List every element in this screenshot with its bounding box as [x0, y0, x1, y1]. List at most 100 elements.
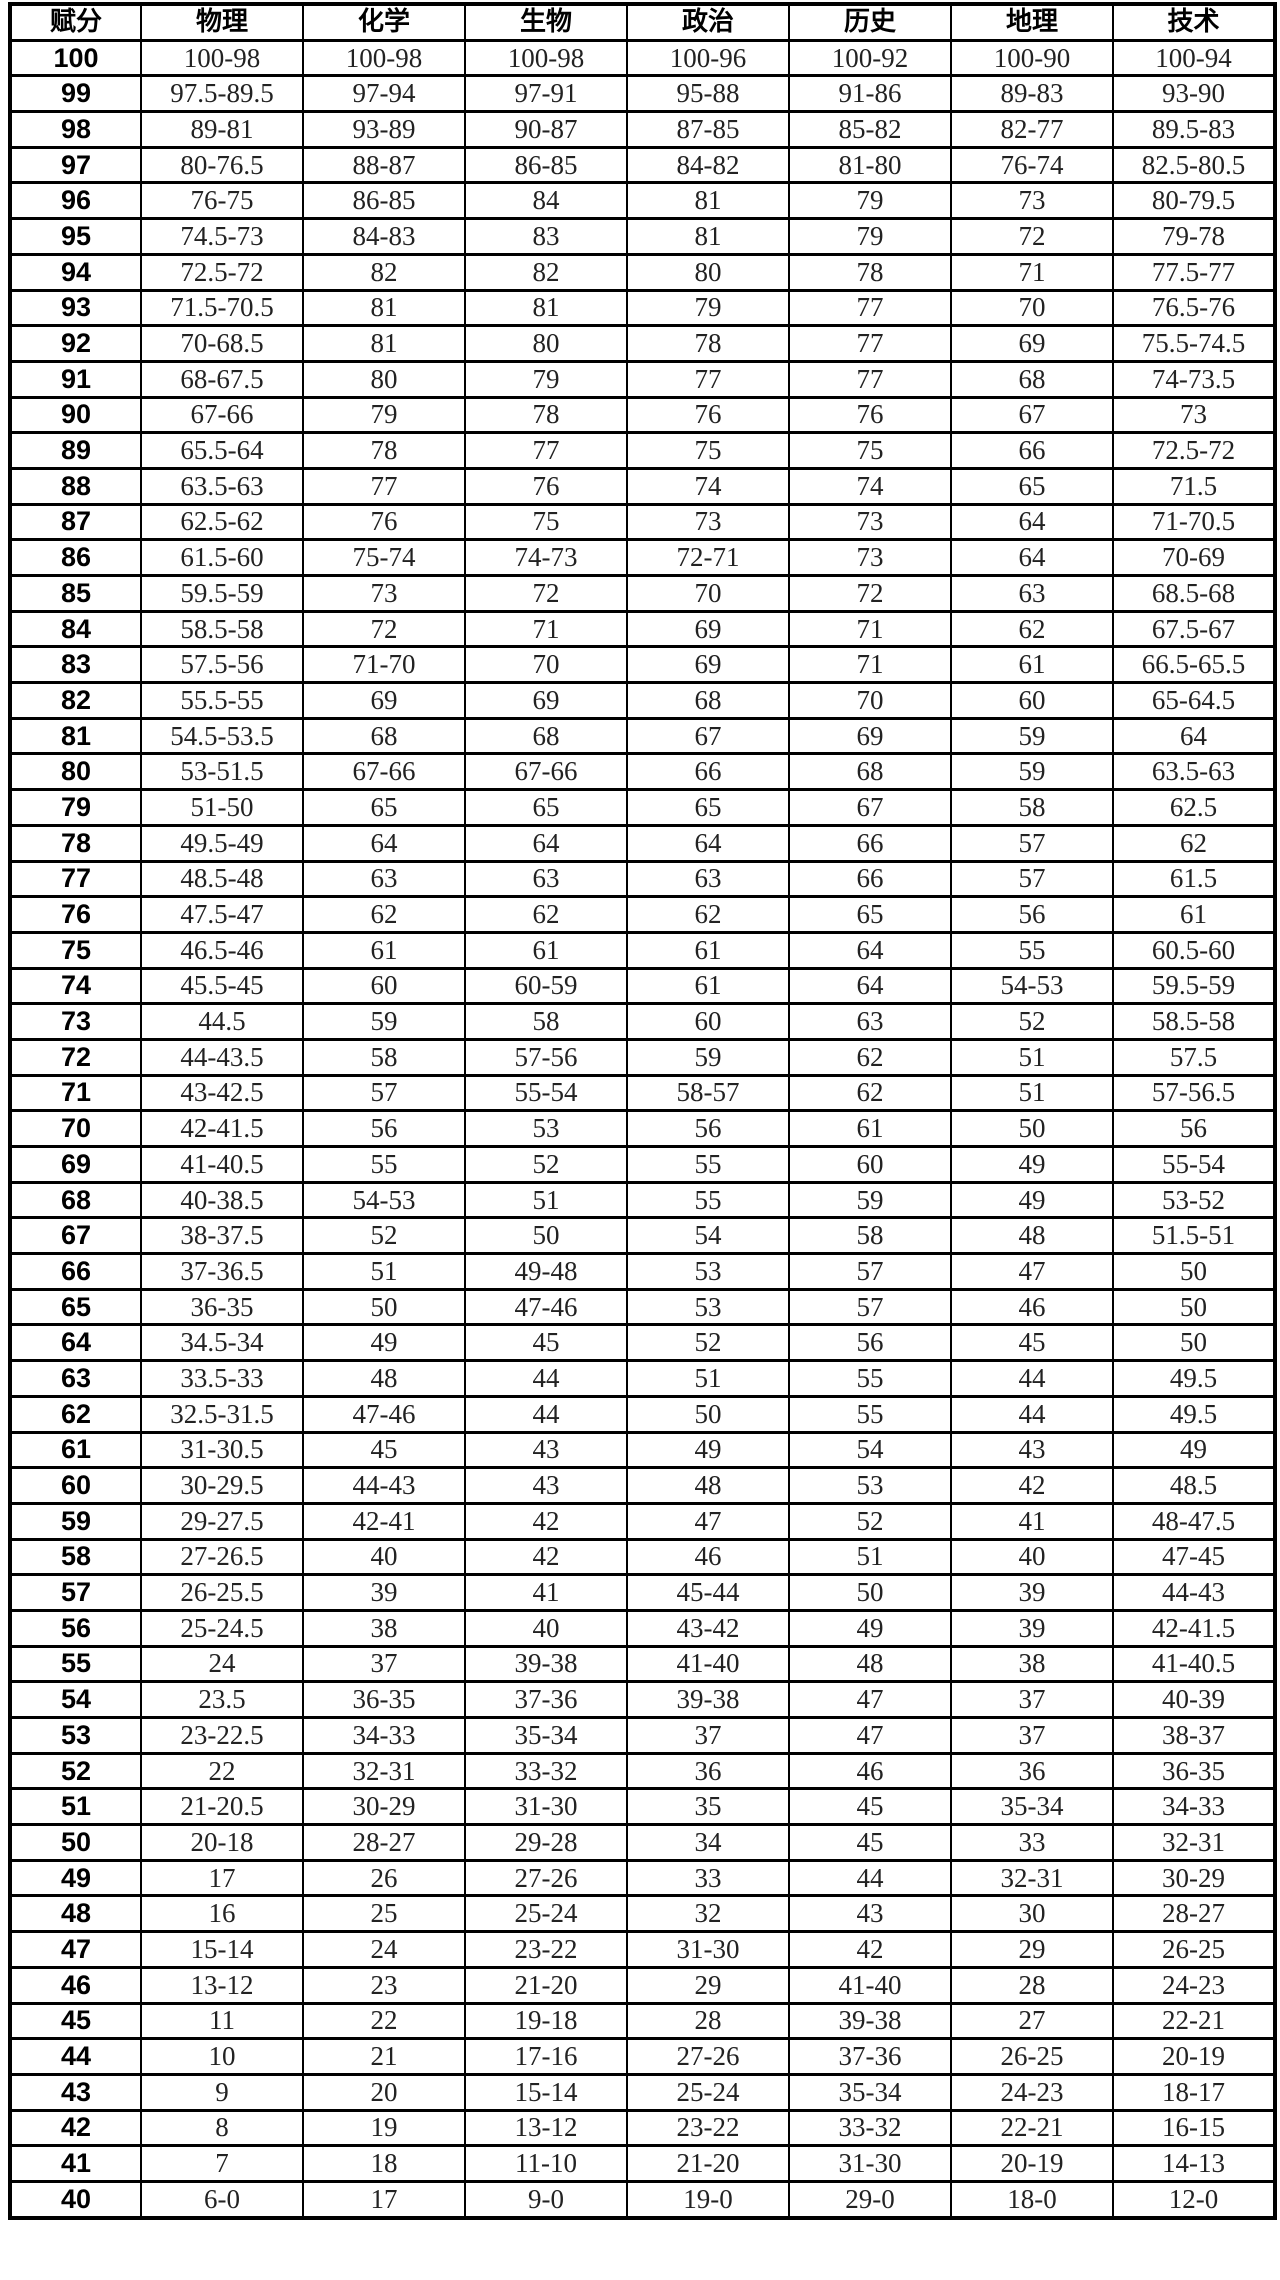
raw-score-range-cell: 50	[464, 1216, 628, 1256]
assigned-score-cell: 95	[9, 217, 142, 256]
raw-score-range-cell: 20-19	[1112, 2037, 1276, 2076]
raw-score-range-cell: 49-48	[464, 1252, 628, 1291]
raw-score-range-cell: 63	[626, 860, 790, 899]
raw-score-range-cell: 47-46	[464, 1288, 628, 1327]
raw-score-range-cell: 52	[302, 1216, 466, 1256]
raw-score-range-cell: 68	[464, 717, 628, 756]
raw-score-range-cell: 36-35	[1112, 1752, 1276, 1791]
raw-score-range-cell: 52	[788, 1502, 952, 1541]
raw-score-range-cell: 64	[464, 824, 628, 863]
raw-score-range-cell: 36	[950, 1752, 1114, 1791]
raw-score-range-cell: 57	[788, 1252, 952, 1291]
raw-score-range-cell: 37	[302, 1645, 466, 1684]
raw-score-range-cell: 79	[302, 396, 466, 435]
raw-score-range-cell: 86-85	[302, 181, 466, 221]
raw-score-range-cell: 59	[950, 752, 1114, 792]
table-row: 60 30-29.5 44-43 43 48 53 42 48.5	[9, 1466, 1276, 1505]
raw-score-range-cell: 51	[788, 1538, 952, 1577]
raw-score-range-cell: 76.5-76	[1112, 289, 1276, 328]
table-row: 62 32.5-31.5 47-46 44 50 55 44 49.5	[9, 1395, 1276, 1434]
raw-score-range-cell: 20-19	[950, 2144, 1114, 2183]
assigned-score-cell: 99	[9, 74, 142, 114]
raw-score-range-cell: 57	[788, 1288, 952, 1327]
assigned-score-cell: 47	[9, 1930, 142, 1969]
raw-score-range-cell: 74-73	[464, 538, 628, 577]
raw-score-range-cell: 67	[950, 396, 1114, 435]
raw-score-range-cell: 48.5-48	[140, 860, 304, 899]
assigned-score-cell: 93	[9, 289, 142, 328]
column-header-subject: 历史	[788, 2, 952, 42]
raw-score-range-cell: 45	[464, 1323, 628, 1363]
raw-score-range-cell: 71	[464, 610, 628, 649]
raw-score-range-cell: 58.5-58	[1112, 1002, 1276, 1041]
raw-score-range-cell: 59.5-59	[140, 574, 304, 613]
table-row: 79 51-50 65 65 65 67 58 62.5	[9, 788, 1276, 827]
raw-score-range-cell: 6-0	[140, 2180, 304, 2220]
assigned-score-cell: 61	[9, 1431, 142, 1470]
assigned-score-cell: 70	[9, 1109, 142, 1148]
raw-score-range-cell: 58-57	[626, 1074, 790, 1113]
raw-score-range-cell: 42	[950, 1466, 1114, 1505]
raw-score-range-cell: 56	[302, 1109, 466, 1148]
raw-score-range-cell: 72.5-72	[1112, 431, 1276, 470]
raw-score-range-cell: 42-41.5	[140, 1109, 304, 1148]
raw-score-range-cell: 48	[788, 1645, 952, 1684]
raw-score-range-cell: 46	[626, 1538, 790, 1577]
table-row: 40 6-0 17 9-0 19-0 29-0 18-0 12-0	[9, 2180, 1276, 2220]
table-row: 76 47.5-47 62 62 62 65 56 61	[9, 895, 1276, 934]
raw-score-range-cell: 79	[626, 289, 790, 328]
raw-score-range-cell: 81	[626, 181, 790, 221]
column-header-subject: 生物	[464, 2, 628, 42]
raw-score-range-cell: 61.5-60	[140, 538, 304, 577]
raw-score-range-cell: 23-22	[464, 1930, 628, 1969]
raw-score-range-cell: 51-50	[140, 788, 304, 827]
raw-score-range-cell: 97-91	[464, 74, 628, 114]
raw-score-range-cell: 66	[788, 860, 952, 899]
assigned-score-cell: 59	[9, 1502, 142, 1541]
raw-score-range-cell: 48	[626, 1466, 790, 1505]
raw-score-range-cell: 66	[626, 752, 790, 792]
raw-score-range-cell: 78	[464, 396, 628, 435]
raw-score-range-cell: 31-30	[464, 1787, 628, 1827]
raw-score-range-cell: 29	[626, 1966, 790, 2005]
raw-score-range-cell: 79	[464, 360, 628, 399]
raw-score-range-cell: 47.5-47	[140, 895, 304, 934]
raw-score-range-cell: 69	[464, 681, 628, 720]
raw-score-range-cell: 26-25.5	[140, 1573, 304, 1612]
raw-score-range-cell: 57	[302, 1074, 466, 1113]
raw-score-range-cell: 20-18	[140, 1823, 304, 1862]
raw-score-range-cell: 44	[464, 1395, 628, 1434]
table-row: 57 26-25.5 39 41 45-44 50 39 44-43	[9, 1573, 1276, 1612]
raw-score-range-cell: 80	[626, 253, 790, 292]
table-row: 54 23.5 36-35 37-36 39-38 47 37 40-39	[9, 1680, 1276, 1719]
raw-score-range-cell: 60-59	[464, 967, 628, 1006]
raw-score-range-cell: 84-82	[626, 146, 790, 185]
raw-score-range-cell: 73	[788, 503, 952, 542]
raw-score-range-cell: 36	[626, 1752, 790, 1791]
table-row: 77 48.5-48 63 63 63 66 57 61.5	[9, 860, 1276, 899]
raw-score-range-cell: 17-16	[464, 2037, 628, 2076]
raw-score-range-cell: 32-31	[950, 1859, 1114, 1898]
table-row: 95 74.5-73 84-83 83 81 79 72 79-78	[9, 217, 1276, 256]
raw-score-range-cell: 64	[950, 503, 1114, 542]
raw-score-range-cell: 48	[302, 1359, 466, 1398]
assigned-score-cell: 45	[9, 2002, 142, 2041]
raw-score-range-cell: 41	[950, 1502, 1114, 1541]
raw-score-range-cell: 55	[950, 931, 1114, 970]
table-row: 72 44-43.5 58 57-56 59 62 51 57.5	[9, 1038, 1276, 1077]
raw-score-range-cell: 43	[950, 1431, 1114, 1470]
raw-score-range-cell: 82	[302, 253, 466, 292]
raw-score-range-cell: 63	[788, 1002, 952, 1041]
raw-score-range-cell: 65	[950, 467, 1114, 506]
raw-score-range-cell: 25	[302, 1894, 466, 1934]
raw-score-range-cell: 72	[464, 574, 628, 613]
assigned-score-cell: 41	[9, 2144, 142, 2183]
assigned-score-cell: 69	[9, 1145, 142, 1184]
raw-score-range-cell: 51	[950, 1074, 1114, 1113]
table-row: 55 24 37 39-38 41-40 48 38 41-40.5	[9, 1645, 1276, 1684]
raw-score-range-cell: 75	[464, 503, 628, 542]
table-row: 97 80-76.5 88-87 86-85 84-82 81-80 76-74 82.5-8…	[9, 146, 1276, 185]
raw-score-range-cell: 89-81	[140, 110, 304, 149]
raw-score-range-cell: 49	[788, 1609, 952, 1648]
raw-score-range-cell: 46	[950, 1288, 1114, 1327]
